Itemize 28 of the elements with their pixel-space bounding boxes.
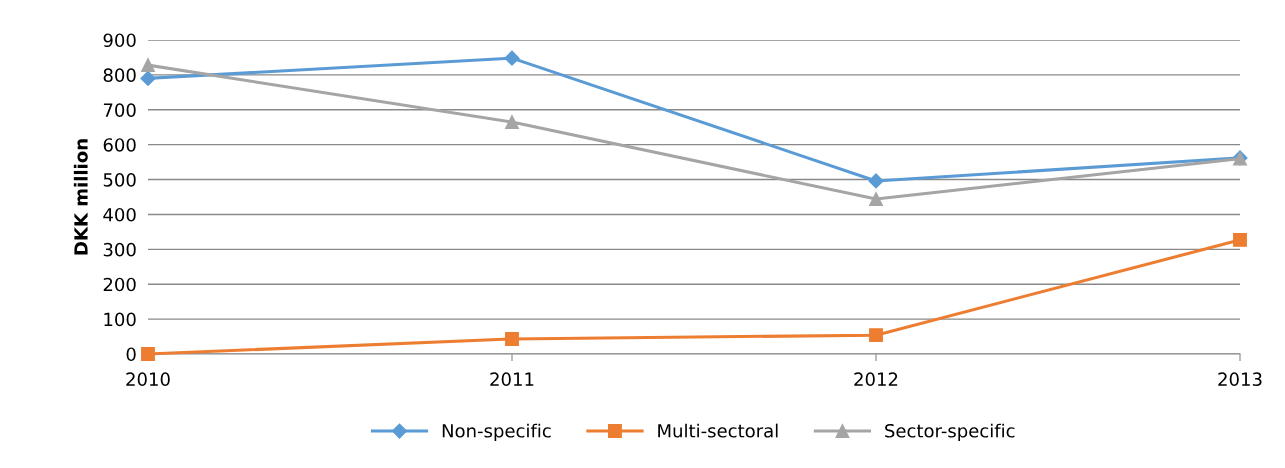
point [869, 328, 883, 343]
y-tick-label: 300 [103, 242, 136, 257]
y-tick-label: 900 [103, 33, 136, 48]
y-tick-label: 0 [126, 347, 136, 362]
x-tick-label: 2010 [126, 372, 170, 387]
y-tick-label: 600 [103, 138, 136, 152]
point [141, 58, 155, 73]
point [504, 50, 520, 66]
y-tick-label: 800 [103, 68, 136, 83]
point [140, 70, 156, 86]
legend-label: Sector-specific [885, 423, 1015, 442]
y-axis-title: DKK million [73, 139, 88, 255]
legend-label: Multi-sectoral [658, 423, 778, 438]
point [505, 115, 519, 129]
x-tick-label: 2011 [490, 372, 534, 387]
y-tick-label: 100 [104, 312, 136, 327]
point [1233, 232, 1247, 247]
point [141, 347, 155, 361]
point [869, 192, 883, 207]
x-tick-label: 2013 [1218, 372, 1262, 387]
legend-label: Non-specific [442, 423, 551, 442]
y-tick-label: 400 [103, 207, 136, 222]
y-tick-label: 500 [103, 173, 136, 187]
y-tick-label: 700 [103, 103, 136, 117]
point [505, 332, 519, 346]
point [868, 173, 884, 189]
x-tick-label: 2012 [854, 372, 898, 387]
y-tick-label: 200 [103, 277, 136, 292]
